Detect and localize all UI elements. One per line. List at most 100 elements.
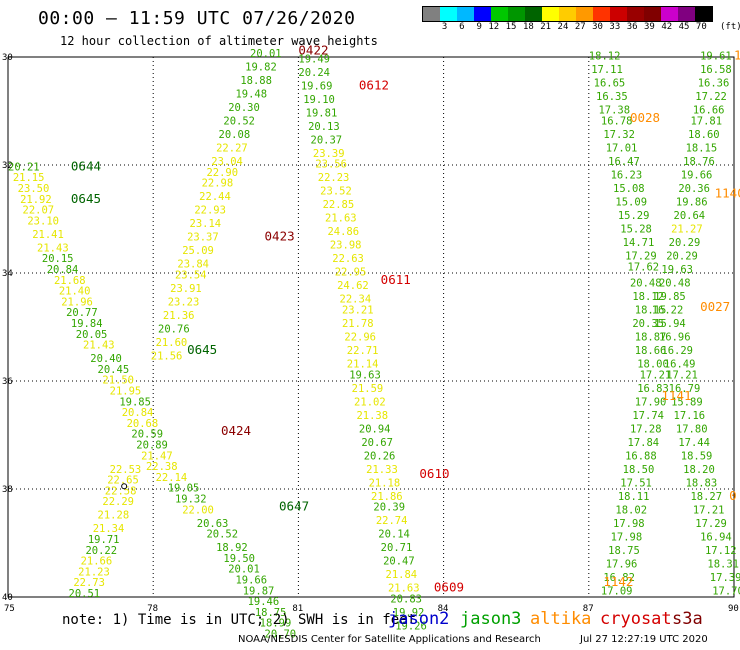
pass-label: 0644 xyxy=(71,158,101,173)
wave-height-value: 19.86 xyxy=(676,197,708,209)
wave-height-value: 16.83 xyxy=(637,383,669,395)
wave-height-value: 23.56 xyxy=(315,159,347,171)
wave-height-value: 16.96 xyxy=(659,332,691,344)
wave-height-value: 17.22 xyxy=(695,91,727,103)
colorbar-label: 39 xyxy=(644,22,655,32)
wave-height-value: 18.87 xyxy=(635,332,667,344)
wave-height-value: 21.38 xyxy=(356,410,388,422)
wave-height-value: 21.27 xyxy=(671,224,703,236)
colorbar-label: 15 xyxy=(505,22,517,32)
pass-label: 0423 xyxy=(265,229,295,244)
wave-height-value: 16.79 xyxy=(669,383,701,395)
wave-height-value: 17.98 xyxy=(611,531,643,543)
wave-height-value: 20.84 xyxy=(47,264,79,276)
satellite-legend-item: s3a xyxy=(672,609,703,629)
wave-height-value: 16.22 xyxy=(652,305,684,317)
wave-height-value: 21.50 xyxy=(102,375,134,387)
wave-height-value: 19.63 xyxy=(349,369,381,381)
wave-height-value: 21.41 xyxy=(32,229,64,241)
wave-height-value: 20.71 xyxy=(381,542,413,554)
wave-height-value: 22.23 xyxy=(318,172,350,184)
wave-height-value: 20.13 xyxy=(308,121,340,133)
colorbar-label: 27 xyxy=(574,22,586,32)
pass-label: 0610 xyxy=(419,466,449,481)
pass-label: 0609 xyxy=(434,580,464,595)
marker-dot xyxy=(121,483,128,490)
wave-height-value: 18.02 xyxy=(615,504,647,516)
generated-time: Jul 27 12:27:19 UTC 2020 xyxy=(580,634,708,645)
y-tick-label: 30 xyxy=(2,53,13,63)
wave-height-value: 17.44 xyxy=(678,437,710,449)
wave-height-value: 17.09 xyxy=(601,585,633,597)
wave-height-value: 20.47 xyxy=(383,556,415,568)
wave-height-value: 18.92 xyxy=(216,542,248,554)
wave-height-value: 20.59 xyxy=(131,429,163,441)
wave-height-value: 21.92 xyxy=(20,194,52,206)
wave-height-value: 22.90 xyxy=(206,167,238,179)
wave-height-value: 20.51 xyxy=(69,588,101,600)
wave-height-value: 19.61 xyxy=(700,51,732,63)
wave-height-value: 19.49 xyxy=(298,53,330,65)
colorbar-labels: 3 6 9 12 15 18 21 24 27 30 33 36 39 42 45 70 xyxy=(422,22,707,32)
pass-label: 1141 xyxy=(661,388,691,403)
wave-height-value: 18.59 xyxy=(681,450,713,462)
wave-height-value: 20.08 xyxy=(219,129,251,141)
wave-height-value: 21.28 xyxy=(98,510,130,522)
colorbar-swatch xyxy=(491,7,508,21)
wave-height-value: 15.29 xyxy=(618,210,650,222)
pass-label: 0611 xyxy=(381,272,411,287)
pass-label: 0645 xyxy=(71,191,101,206)
pass-label: 0645 xyxy=(187,342,217,357)
wave-height-value: 21.60 xyxy=(156,337,188,349)
wave-height-value: 21.86 xyxy=(371,491,403,503)
page-title: 00:00 – 11:59 UTC 07/26/2020 xyxy=(38,8,356,29)
colorbar-swatch xyxy=(610,7,627,21)
wave-height-value: 20.24 xyxy=(298,67,330,79)
wave-height-value: 20.29 xyxy=(666,251,698,263)
wave-height-value: 22.58 xyxy=(105,485,137,497)
wave-height-value: 15.28 xyxy=(620,224,652,236)
wave-height-value: 23.91 xyxy=(170,283,202,295)
wave-height-value: 23.23 xyxy=(168,296,200,308)
wave-height-value: 16.88 xyxy=(625,450,657,462)
colorbar-swatch xyxy=(457,7,474,21)
colorbar-label: 6 xyxy=(459,22,465,32)
wave-height-value: 20.48 xyxy=(630,278,662,290)
x-tick-label: 87 xyxy=(583,604,594,614)
wave-height-value: 16.49 xyxy=(664,359,696,371)
wave-height-value: 19.85 xyxy=(654,291,686,303)
colorbar-label: 30 xyxy=(592,22,603,32)
wave-height-value: 20.89 xyxy=(136,440,168,452)
wave-height-value: 19.81 xyxy=(306,107,338,119)
wave-height-value: 22.85 xyxy=(323,199,355,211)
wave-height-value: 18.75 xyxy=(608,545,640,557)
wave-height-value: 20.01 xyxy=(250,48,282,60)
wave-height-value: 20.39 xyxy=(373,502,405,514)
wave-height-value: 16.47 xyxy=(608,156,640,168)
credit-text: NOAA/NESDIS Center for Satellite Applica… xyxy=(238,634,541,645)
colorbar-swatch xyxy=(661,7,678,21)
colorbar-swatch xyxy=(474,7,491,21)
colorbar-swatch xyxy=(525,7,542,21)
footer-note: note: 1) Time is in UTC; 2) SWH is in fe… xyxy=(62,612,417,628)
wave-height-value: 20.67 xyxy=(361,437,393,449)
wave-height-value: 21.23 xyxy=(78,566,110,578)
colorbar-label: 45 xyxy=(678,22,690,32)
wave-height-value: 16.23 xyxy=(611,170,643,182)
colorbar-swatch xyxy=(627,7,644,21)
colorbar-label: 42 xyxy=(661,22,673,32)
pass-label: 0612 xyxy=(359,77,389,92)
colorbar-label: 33 xyxy=(609,22,621,32)
wave-height-value: 21.15 xyxy=(13,172,45,184)
colorbar-swatch xyxy=(423,7,440,21)
wave-height-value: 19.71 xyxy=(88,534,120,546)
colorbar-swatch xyxy=(508,7,525,21)
colorbar-label: 9 xyxy=(476,22,482,32)
wave-height-value: 21.59 xyxy=(352,383,384,395)
wave-height-value: 16.58 xyxy=(700,64,732,76)
y-tick-label: 32 xyxy=(2,161,13,171)
wave-height-value: 18.60 xyxy=(688,129,720,141)
wave-height-value: 19.82 xyxy=(245,62,277,74)
wave-height-value: 22.73 xyxy=(73,577,105,589)
